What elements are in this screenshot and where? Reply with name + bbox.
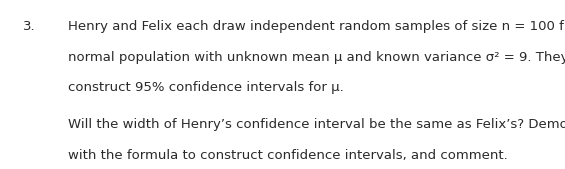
Text: normal population with unknown mean μ and known variance σ² = 9. They both: normal population with unknown mean μ an… [68,51,565,64]
Text: with the formula to construct confidence intervals, and comment.: with the formula to construct confidence… [68,149,507,162]
Text: construct 95% confidence intervals for μ.: construct 95% confidence intervals for μ… [68,81,344,94]
Text: Will the width of Henry’s confidence interval be the same as Felix’s? Demonstrat: Will the width of Henry’s confidence int… [68,118,565,131]
Text: 3.: 3. [23,20,35,33]
Text: Henry and Felix each draw independent random samples of size n = 100 from a: Henry and Felix each draw independent ra… [68,20,565,33]
